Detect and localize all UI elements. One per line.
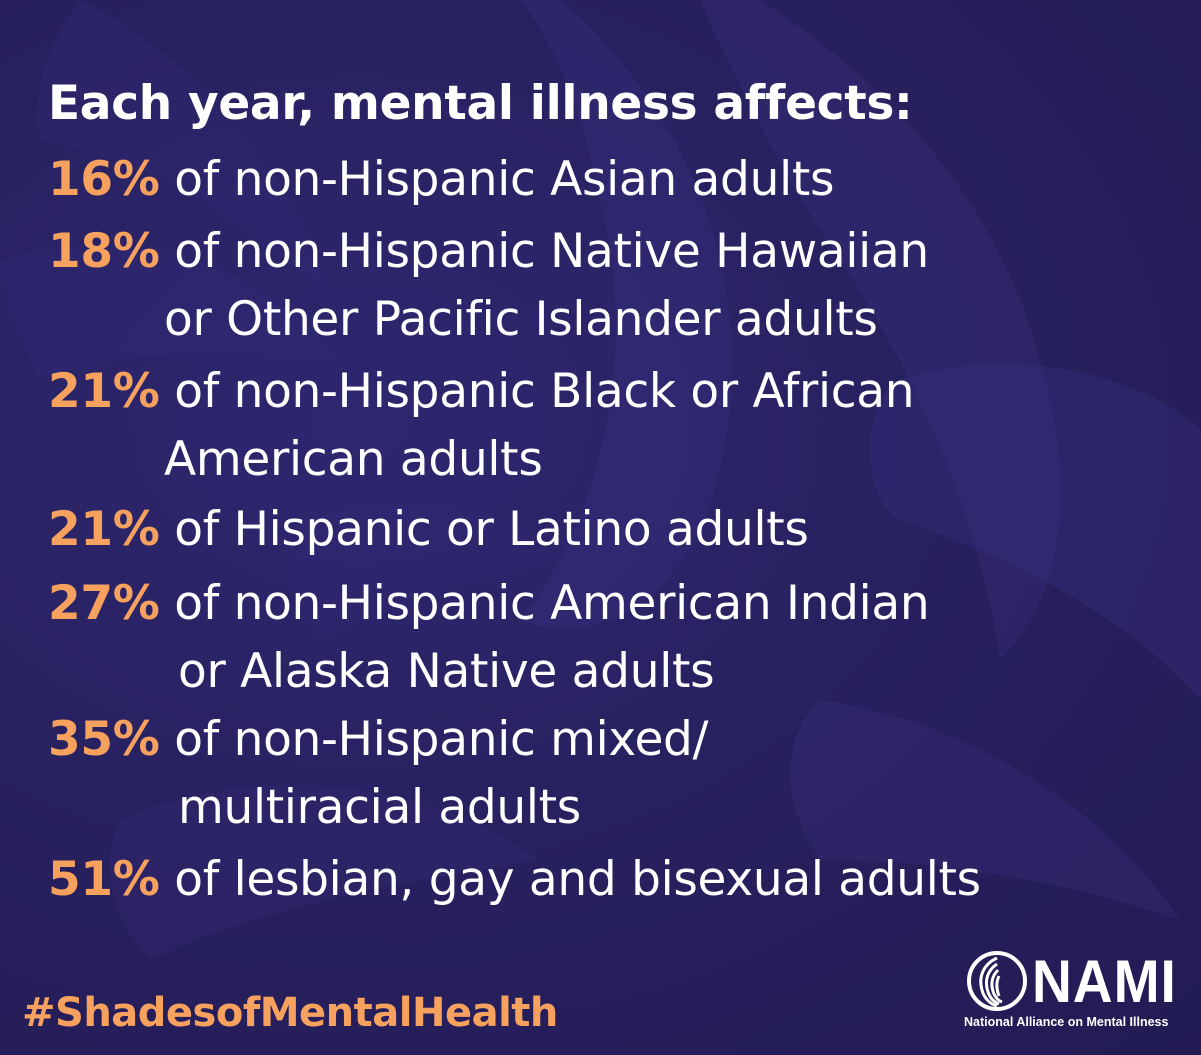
stat-text: of non-Hispanic mixed/: [174, 712, 709, 767]
stat-item-lgb: 51% of lesbian, gay and bisexual adults: [48, 846, 1168, 914]
stat-text: of lesbian, gay and bisexual adults: [174, 852, 981, 907]
stat-text: of non-Hispanic American Indian: [174, 576, 930, 631]
headline: Each year, mental illness affects:: [48, 76, 913, 131]
stat-item-native-hawaiian: 18% of non-Hispanic Native Hawaiian or O…: [48, 218, 1168, 354]
stat-text: of non-Hispanic Black or African: [174, 364, 915, 419]
stat-text-continued: multiracial adults: [178, 780, 581, 835]
hashtag: #ShadesofMentalHealth: [22, 990, 558, 1036]
stat-item-hispanic: 21% of Hispanic or Latino adults: [48, 496, 1168, 564]
nami-wordmark: NAMI: [1032, 948, 1177, 1015]
stat-item-black: 21% of non-Hispanic Black or African Ame…: [48, 358, 1168, 494]
stat-percent: 21%: [48, 364, 160, 419]
stat-text-continued: or Other Pacific Islander adults: [164, 292, 878, 347]
stat-percent: 35%: [48, 712, 160, 767]
nami-logo: NAMI National Alliance on Mental Illness: [960, 948, 1180, 1038]
stat-percent: 21%: [48, 502, 160, 557]
stat-percent: 16%: [48, 152, 160, 207]
stat-text-continued: or Alaska Native adults: [178, 644, 715, 699]
stat-item-multiracial: 35% of non-Hispanic mixed/ multiracial a…: [48, 706, 1168, 842]
stat-text: of Hispanic or Latino adults: [174, 502, 809, 557]
stat-item-american-indian: 27% of non-Hispanic American Indian or A…: [48, 570, 1168, 706]
nami-swirl-icon: [967, 951, 1027, 1011]
stat-percent: 18%: [48, 224, 160, 279]
stat-text: of non-Hispanic Native Hawaiian: [174, 224, 929, 279]
stat-item-asian: 16% of non-Hispanic Asian adults: [48, 146, 1168, 214]
nami-tagline: National Alliance on Mental Illness: [964, 1015, 1169, 1029]
stat-percent: 27%: [48, 576, 160, 631]
stat-text-continued: American adults: [164, 432, 543, 487]
stat-percent: 51%: [48, 852, 160, 907]
stat-text: of non-Hispanic Asian adults: [174, 152, 835, 207]
